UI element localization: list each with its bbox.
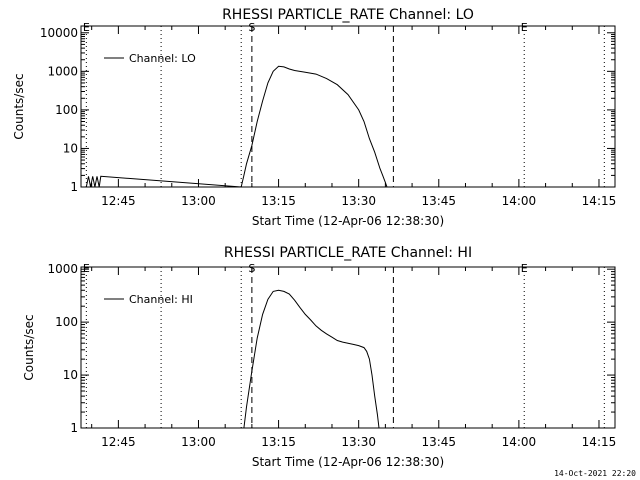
time-marker-label: E — [83, 262, 90, 275]
x-tick-label: 13:30 — [341, 194, 376, 208]
x-tick-label: 12:45 — [101, 435, 136, 449]
chart-panel-1: RHESSI PARTICLE_RATE Channel: LO 1 10 100 10… — [12, 7, 616, 228]
x-tick-label: 14:00 — [502, 194, 537, 208]
time-marker-label: E — [521, 21, 528, 34]
y-axis-label: Counts/sec — [12, 73, 26, 139]
plot-frame — [80, 25, 616, 188]
time-marker-label: E — [83, 21, 90, 34]
y-tick-label: 100 — [55, 315, 78, 329]
x-tick-label: 13:45 — [421, 435, 456, 449]
series-line-1 — [243, 289, 380, 429]
x-tick-label: 13:00 — [181, 194, 216, 208]
y-tick-label: 1000 — [47, 64, 78, 78]
series-line-1 — [85, 65, 388, 188]
chart-title: RHESSI PARTICLE_RATE Channel: HI — [224, 245, 472, 261]
time-marker-label: E — [521, 262, 528, 275]
legend-label: Channel: HI — [129, 293, 193, 306]
x-tick-label: 12:45 — [101, 194, 136, 208]
footer-timestamp: 14-Oct-2021 22:20 — [554, 469, 636, 478]
legend-label: Channel: LO — [129, 52, 196, 65]
time-marker-label: S — [248, 21, 255, 34]
x-tick-label: 14:15 — [582, 194, 617, 208]
x-axis-label: Start Time (12-Apr-06 12:38:30) — [252, 214, 444, 228]
x-tick-label: 13:15 — [261, 194, 296, 208]
y-tick-label: 1 — [70, 421, 78, 435]
y-tick-label: 1 — [70, 180, 78, 194]
x-axis-label: Start Time (12-Apr-06 12:38:30) — [252, 455, 444, 469]
y-axis-label: Counts/sec — [22, 314, 36, 380]
x-tick-label: 13:45 — [421, 194, 456, 208]
y-tick-label: 10 — [63, 368, 78, 382]
time-marker-label: S — [248, 262, 255, 275]
x-tick-label: 14:15 — [582, 435, 617, 449]
chart-panel-2: RHESSI PARTICLE_RATE Channel: HI 1 10 100 10… — [22, 245, 616, 469]
x-tick-label: 13:15 — [261, 435, 296, 449]
y-tick-label: 1000 — [47, 262, 78, 276]
chart-title: RHESSI PARTICLE_RATE Channel: LO — [222, 7, 474, 23]
x-tick-label: 14:00 — [502, 435, 537, 449]
plot-frame — [80, 266, 616, 429]
y-tick-label: 10000 — [40, 26, 78, 40]
y-tick-label: 100 — [55, 103, 78, 117]
y-tick-label: 10 — [63, 141, 78, 155]
x-tick-label: 13:30 — [341, 435, 376, 449]
x-tick-label: 13:00 — [181, 435, 216, 449]
